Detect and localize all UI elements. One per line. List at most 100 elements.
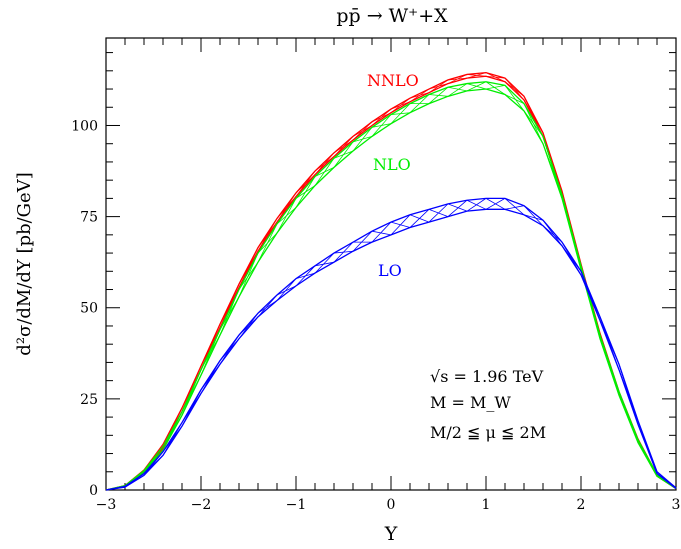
x-tick-label: 1 [482,497,491,513]
hatch-lo [257,294,278,318]
hatch-nlo [333,150,354,159]
hatch-lo [656,471,677,489]
hatch-nlo [162,415,183,447]
hatch-nlo [485,81,506,95]
hatch-nlo [238,252,259,297]
hatch-lo [561,241,582,276]
hatch-nlo [466,83,487,90]
hatch-nlo [447,86,468,92]
hatch-nlo [523,103,544,144]
hatch-lo [428,208,449,217]
label-lo: LO [378,261,402,280]
hatch-lo [162,425,183,452]
band-lower-lo [105,208,677,491]
hatch-nlo [314,167,335,177]
hatch-nlo [485,84,506,90]
hatch-lo [314,261,335,267]
hatch-lo [124,475,145,487]
hatch-lo [523,205,544,227]
hatch-nlo [561,194,582,270]
y-axis-label: d²σ/dM/dY [pb/GeV] [14,172,35,355]
hatch-lo [447,203,468,212]
hatch-nnlo [257,221,278,248]
hatch-lo [371,221,392,243]
hatch-lo [637,420,658,474]
hatch-nnlo [333,139,354,154]
band-upper-nnlo [105,71,677,491]
hatch-nnlo [409,92,430,99]
y-tick-label: 100 [71,118,98,134]
hatch-nlo [181,374,202,412]
series-nnlo [105,71,677,491]
hatch-lo [200,364,221,390]
hatch-nlo [428,94,449,97]
hatch-lo [580,271,601,321]
hatch-nlo [238,261,259,290]
hatch-nnlo [485,72,506,83]
hatch-nnlo [238,251,259,285]
x-axis-label: Y [384,523,398,545]
hatch-lo [523,214,544,221]
y-tick-label: 75 [80,210,98,226]
label-nnlo: NNLO [367,71,419,90]
band-lower-nnlo [105,75,677,491]
annotation-sqrt-s: √s = 1.96 TeV [430,367,544,386]
hatch-nnlo [447,77,468,81]
band-upper-lo [105,197,677,491]
hatch-nlo [504,85,525,112]
hatch-nlo [219,289,240,336]
hatch-nlo [352,136,373,143]
hatch-nlo [276,207,297,225]
hatch-lo [295,272,316,279]
series-lo [105,197,677,491]
hatch-nnlo [504,77,525,101]
chart-title: pp̄ → W⁺+X [336,5,448,27]
hatch-nlo [542,136,563,199]
hatch-nlo [599,334,620,396]
hatch-nnlo [466,74,487,77]
x-tick-label: 0 [387,497,396,513]
hatch-nlo [618,391,639,443]
hatch-nnlo [390,101,411,110]
hatch-lo [238,316,259,336]
hatch-nlo [390,112,411,115]
band-upper-nlo [105,81,677,491]
hatch-lo [143,451,164,476]
hatch-lo [352,230,373,252]
hatch-lo [504,198,525,216]
x-tick-label: 3 [672,497,681,513]
annotation-mass: M = M_W [430,393,511,412]
hatch-nlo [200,334,221,370]
hatch-lo [618,364,639,425]
hatch-nlo [637,439,658,477]
hatch-nnlo [276,196,297,219]
series-nlo [105,81,677,491]
hatch-lo [447,199,468,217]
annotation-scale: M/2 ≦ μ ≦ 2M [430,423,546,442]
hatch-lo [276,278,297,301]
hatch-lo [143,455,164,474]
hatch-nnlo [219,287,240,325]
hatch-lo [181,393,202,423]
hatch-nlo [447,83,468,97]
hatch-nlo [295,185,316,199]
hatch-lo [466,199,487,210]
hatch-nlo [143,446,164,473]
hatch-lo [542,225,563,243]
y-tick-label: 50 [80,301,98,317]
hatch-lo [276,285,297,296]
hatch-lo [599,316,620,370]
hatch-nlo [124,472,145,486]
label-nlo: NLO [373,155,411,174]
x-tick-label: −2 [191,497,212,513]
hatch-lo [390,221,411,228]
band-lower-nlo [105,88,677,491]
hatch-nnlo [295,174,316,194]
hatch-nlo [257,232,278,254]
hatch-lo [485,198,506,210]
hatch-nlo [143,449,164,471]
hatch-nnlo [200,327,221,367]
hatch-lo [504,205,525,210]
hatch-nlo [219,296,240,330]
